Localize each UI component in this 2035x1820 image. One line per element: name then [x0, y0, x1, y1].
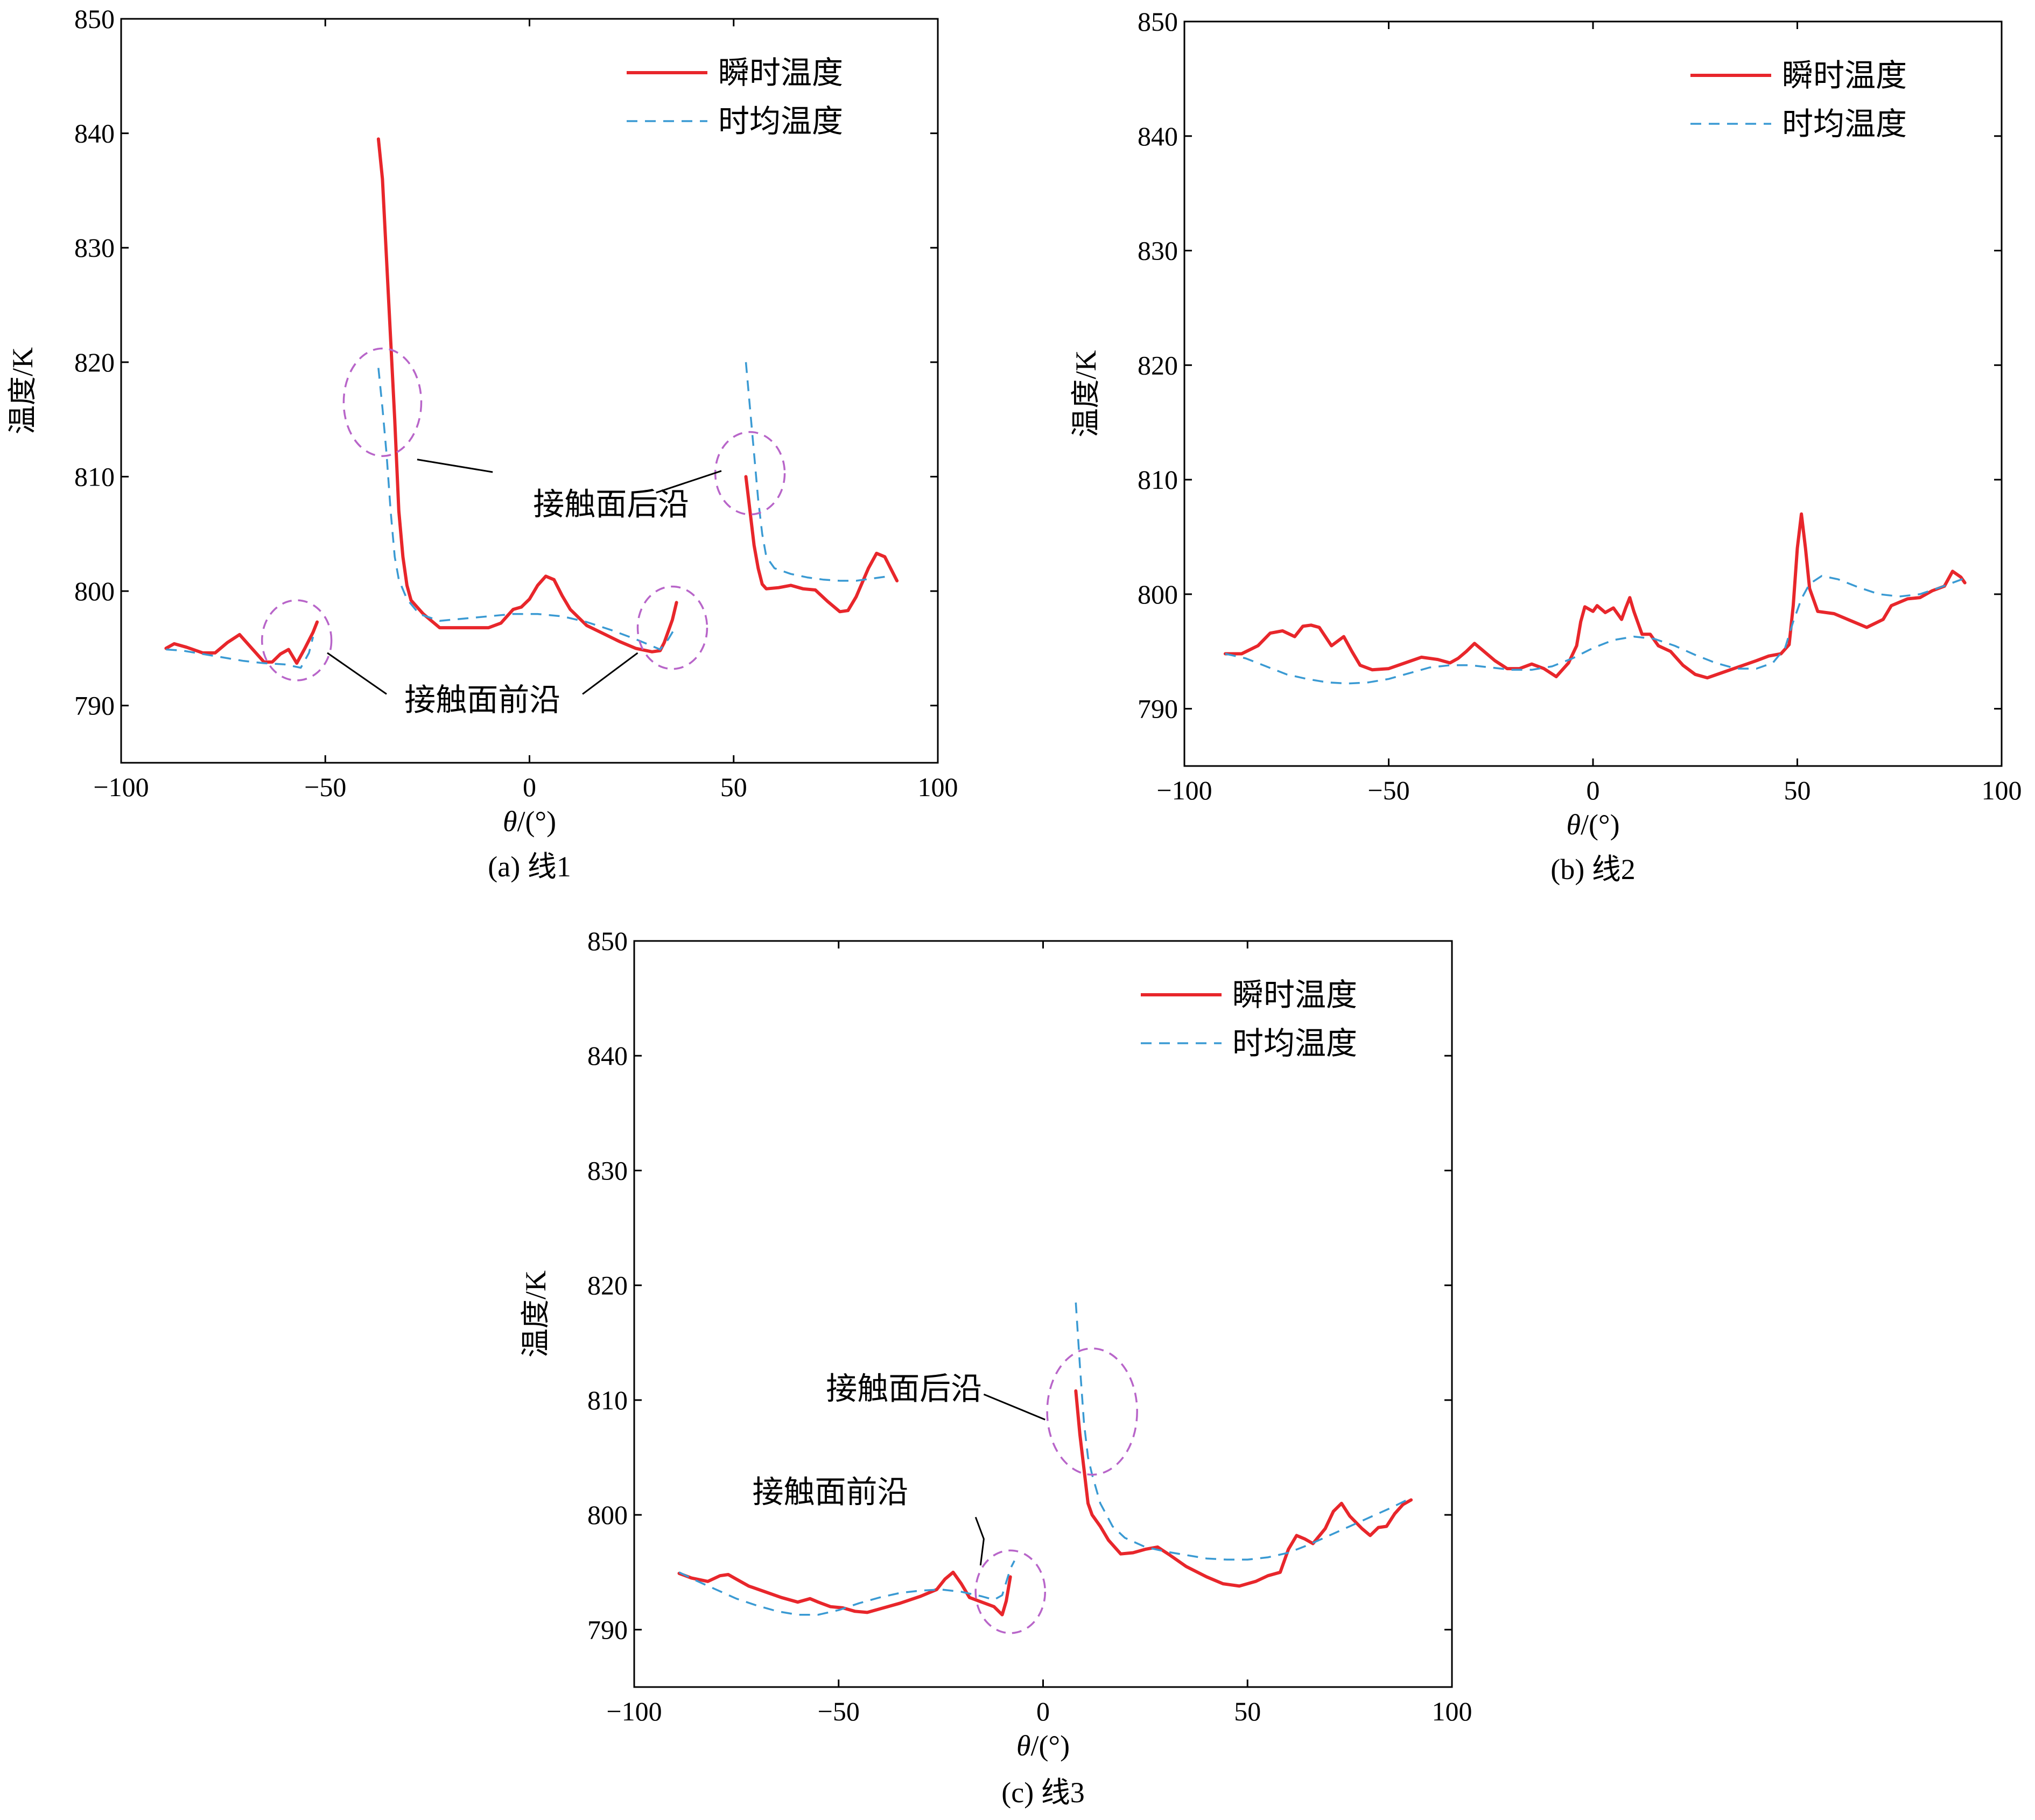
instant-temp-line-seg-1 [1223, 512, 1967, 680]
x-tick-label: 100 [918, 772, 958, 802]
x-tick-label: −100 [606, 1696, 662, 1726]
x-tick-label: −50 [1367, 775, 1409, 805]
instant-temp-line-seg-1 [677, 1570, 1012, 1617]
highlight-circle [974, 1549, 1047, 1634]
annotation-label: 接触面后沿 [533, 487, 689, 522]
annotation-leader [983, 1393, 1045, 1421]
panel-caption: (a) 线1 [488, 851, 571, 883]
x-axis-unit: /(°) [517, 805, 556, 838]
x-tick-label: 50 [720, 772, 747, 802]
x-tick-label: 50 [1784, 775, 1811, 805]
annotation-label: 接触面前沿 [753, 1475, 909, 1510]
x-tick-label: 100 [1982, 775, 2022, 805]
x-tick-label: −100 [93, 772, 149, 802]
y-tick-label: 800 [587, 1500, 628, 1530]
instant-temp-line-seg-2 [1074, 1389, 1413, 1588]
highlight-circle [1046, 1347, 1138, 1476]
legend-label-instant: 瞬时温度 [1232, 978, 1357, 1013]
legend-label-instant: 瞬时温度 [1782, 58, 1907, 93]
y-tick-label: 820 [587, 1270, 628, 1301]
y-tick-label: 850 [74, 4, 115, 34]
annotation-leader [656, 470, 722, 494]
instant-temp-line-seg-3 [744, 475, 899, 614]
annotation-leader [327, 652, 387, 695]
x-axis-title: θ/(°) [1016, 1730, 1070, 1762]
average-temp-line-seg-3 [745, 362, 889, 582]
highlight-circle [261, 599, 333, 681]
annotation-leader [974, 1516, 985, 1566]
instant-temp-line-seg-2 [376, 137, 678, 653]
y-tick-label: 830 [74, 233, 115, 263]
x-tick-label: 0 [523, 772, 536, 802]
y-tick-label: 810 [74, 461, 115, 491]
highlight-circle [342, 347, 423, 457]
x-tick-label: 0 [1587, 775, 1600, 805]
y-tick-label: 810 [1138, 465, 1178, 495]
y-tick-label: 840 [74, 118, 115, 149]
y-tick-label: 810 [587, 1385, 628, 1415]
legend-label-average: 时均温度 [1782, 107, 1907, 142]
y-tick-label: 800 [74, 576, 115, 606]
x-axis-symbol: θ [1016, 1730, 1031, 1762]
y-tick-label: 840 [1138, 121, 1178, 151]
y-tick-label: 850 [1138, 6, 1178, 37]
x-tick-label: 100 [1432, 1696, 1472, 1726]
y-axis-title: 温度/K [1070, 350, 1102, 437]
panel-caption: (c) 线3 [1001, 1776, 1084, 1809]
average-temp-line-seg-1 [1225, 575, 1966, 685]
annotation-label: 接触面后沿 [826, 1372, 982, 1407]
legend-label-instant: 瞬时温度 [718, 55, 843, 90]
panel-caption: (b) 线2 [1550, 853, 1635, 886]
annotation-label: 接触面前沿 [404, 683, 560, 718]
x-axis-unit: /(°) [1581, 809, 1620, 841]
y-tick-label: 790 [74, 691, 115, 721]
x-axis-title: θ/(°) [1566, 809, 1619, 841]
y-tick-label: 820 [74, 347, 115, 377]
y-tick-label: 790 [1138, 694, 1178, 724]
chart-panel-3: −100 −50 0 50 100 790 800 810 820 830 840 850 θ/(°) 温… [520, 926, 1472, 1809]
x-tick-label: −50 [818, 1696, 860, 1726]
y-tick-label: 820 [1138, 350, 1178, 380]
legend-label-average: 时均温度 [1232, 1026, 1357, 1061]
x-tick-label: 50 [1234, 1696, 1261, 1726]
y-axis-title: 温度/K [6, 347, 39, 434]
y-tick-label: 830 [587, 1155, 628, 1185]
highlight-circle [636, 585, 708, 670]
y-axis-title: 温度/K [520, 1270, 552, 1358]
instant-temp-line-seg-1 [164, 620, 319, 665]
x-axis-symbol: θ [1566, 809, 1581, 841]
legend-label-average: 时均温度 [718, 104, 843, 139]
y-tick-label: 800 [1138, 579, 1178, 609]
x-tick-label: −100 [1156, 775, 1212, 805]
annotation-leader [417, 459, 493, 473]
y-tick-label: 790 [587, 1614, 628, 1645]
average-temp-line-seg-2 [377, 368, 678, 651]
x-axis-unit: /(°) [1030, 1730, 1070, 1762]
y-tick-label: 830 [1138, 236, 1178, 266]
x-axis-symbol: θ [503, 805, 517, 838]
x-axis-title: θ/(°) [503, 805, 556, 838]
y-tick-label: 840 [587, 1041, 628, 1071]
y-tick-label: 850 [587, 926, 628, 956]
annotation-leader [582, 652, 638, 695]
chart-panel-2: −100 −50 0 50 100 790 800 810 820 830 840 850 θ/(°) 温… [1070, 6, 2022, 886]
average-temp-line-seg-1 [166, 636, 314, 669]
x-tick-label: 0 [1036, 1696, 1050, 1726]
chart-panel-1: −100 −50 0 50 100 790 800 810 820 830 840 850 θ/(°) 温… [6, 4, 958, 883]
x-tick-label: −50 [304, 772, 346, 802]
average-temp-line-seg-2 [1075, 1302, 1408, 1561]
